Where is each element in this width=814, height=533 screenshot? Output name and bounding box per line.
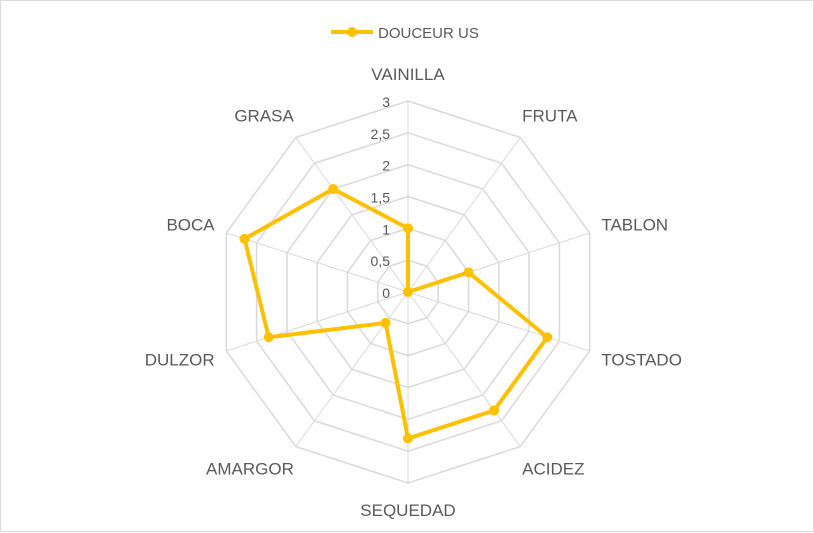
category-label: BOCA	[166, 216, 215, 235]
tick-label: 3	[382, 94, 390, 110]
data-point	[403, 287, 413, 297]
tick-label: 0	[382, 285, 390, 301]
data-point	[239, 233, 250, 244]
category-label: VAINILLA	[371, 65, 445, 84]
data-point	[403, 433, 413, 444]
data-point	[380, 317, 391, 328]
grid-spoke	[226, 291, 409, 352]
tick-label: 2,5	[371, 126, 391, 142]
grid-spoke	[407, 291, 521, 447]
data-point	[403, 223, 413, 234]
category-label: GRASA	[234, 107, 294, 126]
series-line	[242, 186, 550, 441]
data-point	[263, 332, 274, 343]
data-point	[463, 267, 474, 278]
grid-spoke	[295, 291, 409, 447]
grid-spoke	[407, 291, 590, 352]
data-point	[542, 332, 553, 343]
tick-label: 1	[382, 221, 390, 237]
data-point	[328, 183, 339, 194]
category-label: TABLON	[601, 216, 668, 235]
category-label: ACIDEZ	[522, 459, 584, 478]
tick-label: 2	[382, 158, 390, 174]
category-label: SEQUEDAD	[360, 501, 455, 520]
grid-spoke	[295, 137, 409, 293]
tick-label: 0,5	[371, 253, 391, 269]
category-label: FRUTA	[522, 107, 578, 126]
category-label: TOSTADO	[601, 350, 682, 369]
grid-spoke	[407, 137, 521, 293]
category-label: DULZOR	[145, 350, 215, 369]
data-point	[489, 405, 500, 416]
category-label: AMARGOR	[206, 459, 294, 478]
legend-marker	[347, 27, 357, 37]
grid-spoke	[226, 232, 409, 293]
legend-label: DOUCEUR US	[378, 25, 479, 42]
tick-label: 1,5	[371, 190, 391, 206]
